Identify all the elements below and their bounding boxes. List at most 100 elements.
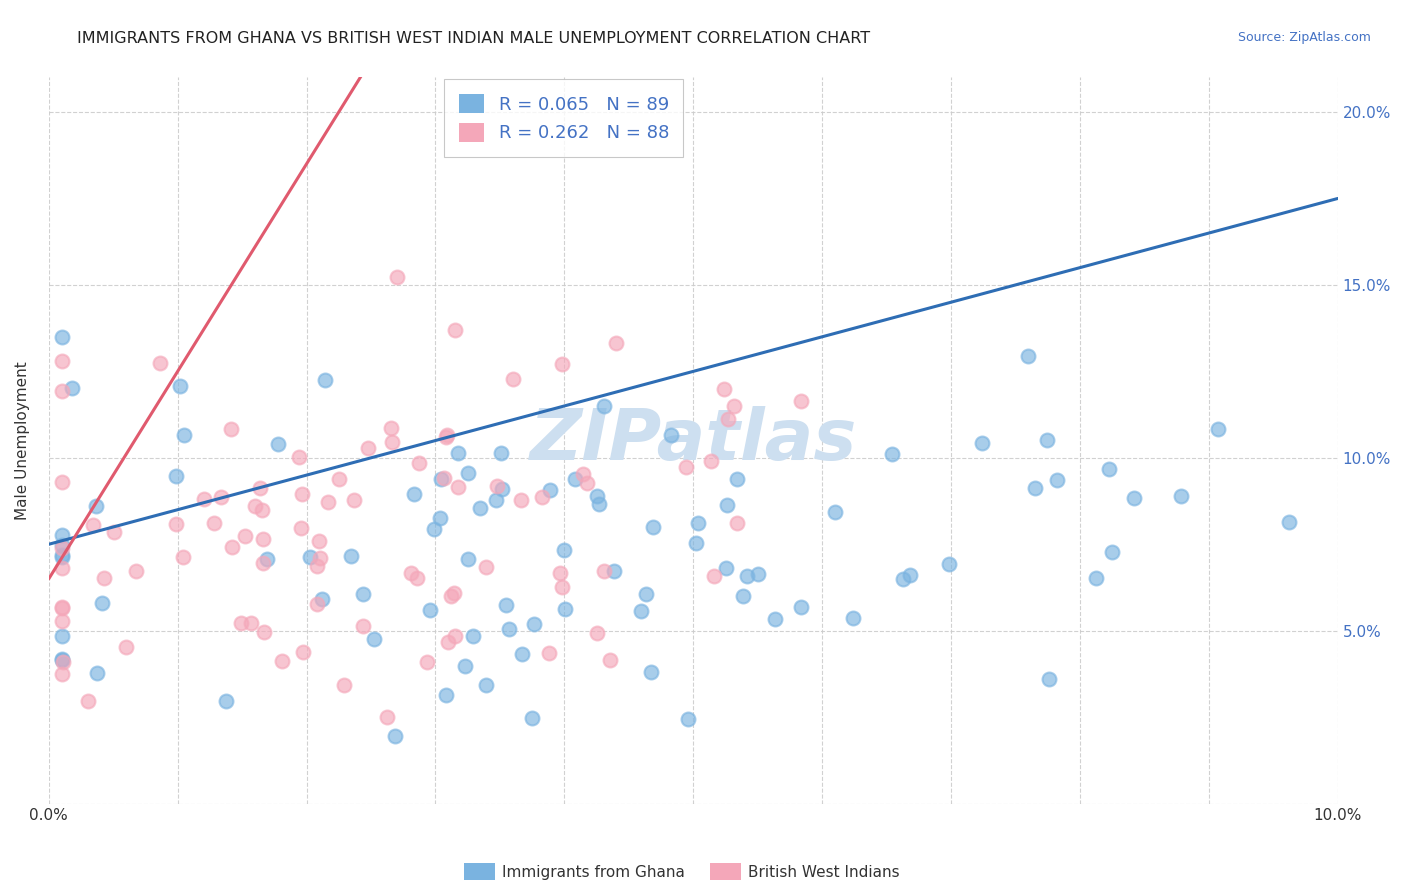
Point (165, 516, 187, 531)
Point (51, 548, 73, 562)
Point (634, 587, 657, 601)
Point (659, 427, 682, 442)
Point (51, 653, 73, 667)
Point (531, 490, 554, 504)
Point (510, 492, 533, 507)
Point (381, 435, 404, 450)
Point (436, 428, 458, 442)
Point (352, 587, 374, 601)
Point (299, 549, 322, 564)
Point (725, 472, 748, 486)
Point (82, 517, 104, 532)
Point (169, 379, 191, 393)
Point (311, 592, 333, 607)
Point (685, 536, 707, 550)
Point (790, 394, 813, 409)
Point (103, 524, 125, 539)
Text: ZIPatlas: ZIPatlas (530, 406, 856, 475)
Point (440, 589, 463, 603)
Point (938, 557, 960, 571)
Point (309, 550, 332, 565)
Point (429, 510, 451, 524)
Point (243, 500, 266, 514)
Point (640, 665, 662, 679)
Point (357, 441, 380, 455)
Point (51, 541, 73, 555)
Point (405, 571, 427, 585)
Point (716, 498, 738, 512)
Point (1098, 462, 1121, 476)
Point (641, 520, 664, 534)
Point (385, 270, 408, 285)
Point (443, 586, 465, 600)
Point (495, 598, 517, 612)
Point (630, 605, 652, 619)
Point (891, 572, 914, 586)
Point (292, 645, 315, 659)
Point (548, 566, 571, 580)
Point (725, 516, 748, 531)
Point (51, 528, 73, 542)
Point (522, 711, 544, 725)
Point (841, 610, 863, 624)
Point (252, 532, 274, 546)
Point (882, 447, 904, 461)
Point (502, 372, 524, 386)
Point (593, 399, 616, 413)
Point (165, 469, 187, 483)
Point (551, 580, 574, 594)
Point (599, 653, 621, 667)
Point (703, 569, 725, 583)
Point (52, 655, 75, 669)
Point (475, 678, 498, 692)
Point (252, 556, 274, 570)
Point (586, 489, 609, 503)
Point (523, 617, 546, 632)
Point (763, 612, 786, 626)
Point (125, 564, 148, 578)
Point (723, 399, 745, 413)
Point (308, 533, 330, 548)
Point (249, 481, 271, 495)
Point (419, 602, 441, 616)
Point (688, 516, 710, 530)
Point (444, 629, 467, 643)
Point (553, 542, 575, 557)
Point (51, 629, 73, 643)
Point (221, 540, 243, 554)
Point (1036, 433, 1059, 447)
Point (51, 475, 73, 490)
Point (90, 596, 112, 610)
Point (305, 559, 328, 574)
Point (229, 615, 252, 630)
Point (700, 454, 723, 468)
Point (416, 655, 439, 669)
Point (270, 654, 292, 668)
Point (572, 467, 595, 482)
Point (538, 646, 561, 660)
Point (399, 566, 422, 580)
Point (1017, 349, 1039, 363)
Point (51, 549, 73, 564)
Point (51, 614, 73, 628)
Point (62, 381, 84, 395)
Point (314, 373, 336, 387)
Point (1101, 545, 1123, 559)
Point (328, 472, 350, 486)
Point (1038, 673, 1060, 687)
Point (489, 446, 512, 460)
Point (172, 549, 194, 564)
Point (485, 492, 508, 507)
Text: Immigrants from Ghana: Immigrants from Ghana (502, 865, 685, 880)
Point (714, 560, 737, 574)
Point (51, 601, 73, 615)
Point (384, 729, 406, 743)
Point (1278, 515, 1301, 529)
Point (437, 635, 460, 649)
Point (463, 629, 485, 643)
Point (363, 632, 385, 646)
Point (84, 500, 107, 514)
Point (51, 538, 73, 552)
Point (713, 382, 735, 396)
Point (51, 561, 73, 575)
